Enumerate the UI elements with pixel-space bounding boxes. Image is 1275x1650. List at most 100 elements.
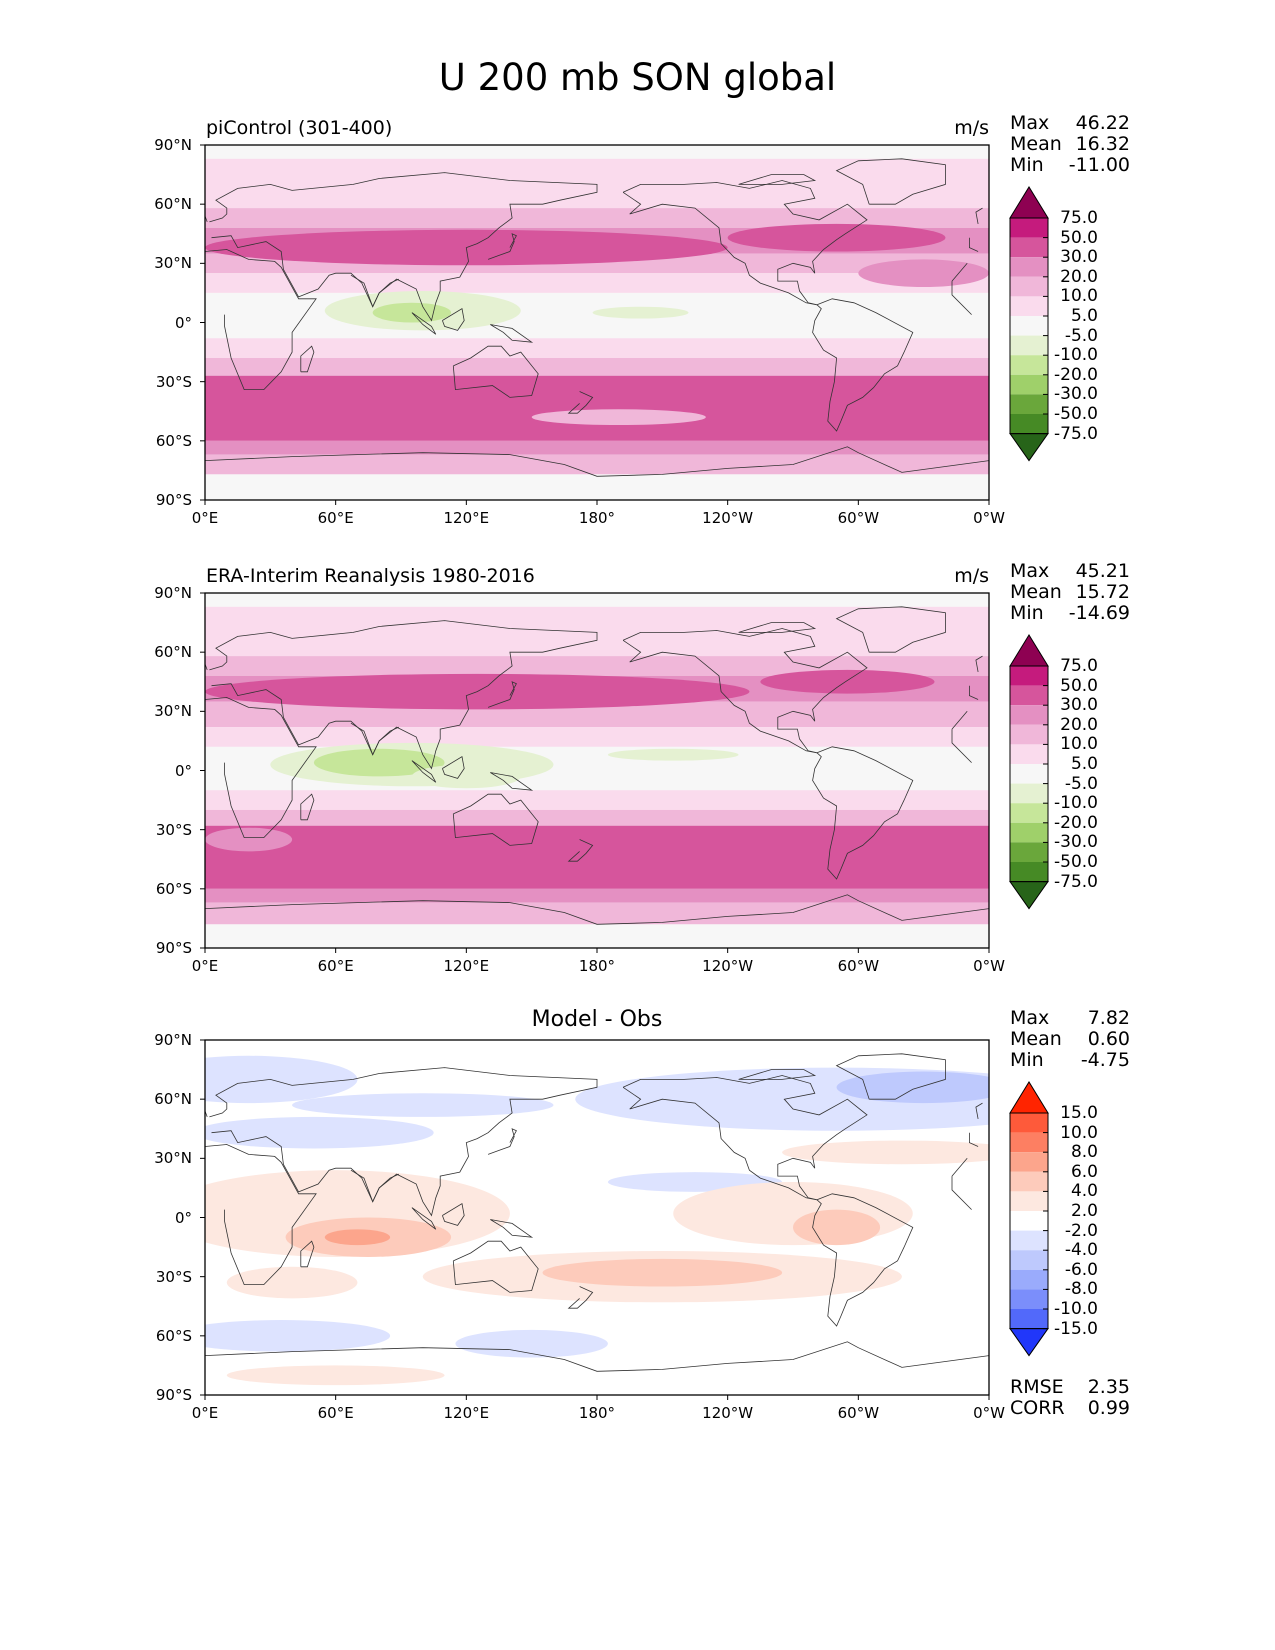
panel-units: m/s [954, 117, 989, 139]
stat-value-rmse: 2.35 [1087, 1376, 1130, 1398]
colorbar-label: 75.0 [1060, 208, 1098, 228]
coastline-antarctica [205, 1341, 989, 1372]
x-tick-label: 120°W [702, 957, 754, 975]
panel-left-title: piControl (301-400) [206, 117, 393, 139]
colorbar-label: 20.0 [1060, 714, 1098, 735]
coastline-borneo [442, 1203, 465, 1226]
coastline-japan [487, 681, 517, 708]
y-tick-label: 90°S [155, 939, 192, 957]
colorbar-label: 50.0 [1060, 675, 1098, 696]
stat-value-min: -11.00 [1068, 154, 1130, 176]
x-tick-label: 120°E [443, 1404, 490, 1422]
stat-value-corr: 0.99 [1087, 1397, 1130, 1419]
colorbar-label: -30.0 [1054, 832, 1098, 853]
colorbar-swatch [1010, 705, 1048, 725]
colorbar-swatch [1010, 394, 1048, 414]
coastline-india [350, 274, 399, 308]
stat-label-max: Max [1010, 560, 1050, 582]
coastline-sumatra [411, 312, 437, 335]
x-tick-label: 60°E [317, 957, 354, 975]
colorbar-swatch [1010, 803, 1048, 823]
colorbar-swatch [1010, 237, 1048, 258]
colorbar-label: -10.0 [1054, 793, 1098, 814]
stat-value-max: 45.21 [1075, 560, 1130, 582]
colorbar [1009, 634, 1049, 910]
coastline-madagascar [300, 793, 315, 821]
colorbar-label: 10.0 [1060, 734, 1098, 755]
y-tick-label: 60°S [155, 431, 192, 450]
colorbar-swatch [1010, 1250, 1048, 1270]
colorbar-extend-max [1009, 186, 1049, 219]
colorbar [1009, 1081, 1049, 1357]
coastline-new-guinea [490, 324, 534, 343]
y-tick-label: 90°N [154, 136, 192, 154]
colorbar-label: 15.0 [1060, 1103, 1098, 1123]
colorbar-label: 50.0 [1060, 227, 1098, 248]
coastlines [205, 1053, 989, 1372]
y-tick-label: 0° [174, 313, 192, 332]
colorbar-swatch [1010, 1309, 1048, 1329]
colorbar-extend-max [1009, 1081, 1049, 1114]
colorbar-label: 30.0 [1060, 695, 1098, 716]
stat-label-min: Min [1010, 154, 1044, 176]
y-tick-label: 30°N [154, 254, 192, 273]
coastline-australia [452, 1240, 539, 1293]
coastline-antarctica [205, 446, 989, 477]
colorbar-label: -2.0 [1064, 1220, 1098, 1241]
stat-value-min: -4.75 [1080, 1049, 1130, 1071]
colorbar-label: 75.0 [1060, 656, 1098, 676]
colorbar-swatch [1010, 1269, 1048, 1290]
y-tick-label: 0° [174, 761, 192, 780]
x-tick-label: 60°E [317, 1404, 354, 1422]
coastline-africa [205, 1144, 972, 1285]
coastline-australia [452, 793, 539, 846]
colorbar-extend-min [1009, 881, 1049, 910]
colorbar-swatch [1010, 764, 1048, 784]
x-tick-label: 0°E [191, 1404, 219, 1422]
colorbar-swatch [1010, 1152, 1048, 1172]
colorbar [1009, 186, 1049, 462]
colorbar-swatch [1010, 1113, 1048, 1133]
y-tick-label: 60°N [154, 1090, 192, 1109]
coastline-madagascar [300, 345, 315, 373]
x-tick-label: 180° [578, 509, 616, 527]
y-tick-label: 30°N [154, 702, 192, 721]
field-test [205, 145, 989, 500]
stat-label-mean: Mean [1010, 1028, 1062, 1050]
y-tick-label: 90°S [155, 491, 192, 509]
x-tick-label: 120°E [443, 509, 490, 527]
stat-value-mean: 16.32 [1075, 133, 1130, 155]
field-reference [205, 593, 989, 948]
coastline-greenland [835, 158, 946, 205]
coastline-india [350, 722, 399, 756]
coastline-sumatra [411, 760, 437, 783]
coastline-arctic-islands [738, 1069, 817, 1080]
stat-label-max: Max [1010, 1007, 1050, 1029]
x-tick-label: 0°W [973, 957, 1005, 975]
colorbar-swatch [1010, 218, 1048, 238]
colorbar-label: -20.0 [1054, 812, 1098, 833]
colorbar-label: -15.0 [1054, 1318, 1098, 1339]
stat-label-min: Min [1010, 1049, 1044, 1071]
colorbar-swatch [1010, 1211, 1048, 1231]
colorbar-label: -5.0 [1064, 325, 1098, 346]
coastline-north-america [622, 180, 868, 306]
colorbar-label: 6.0 [1070, 1161, 1098, 1182]
colorbar-label: 30.0 [1060, 247, 1098, 268]
colorbar-swatch [1010, 1191, 1048, 1211]
coastline-arctic-islands [738, 622, 817, 633]
colorbar-swatch [1010, 822, 1048, 843]
colorbar-extend-max [1009, 634, 1049, 667]
coastline-japan [487, 1128, 517, 1155]
colorbar-label: 2.0 [1070, 1201, 1098, 1221]
colorbar-label: -30.0 [1054, 384, 1098, 405]
coastline-north-america [622, 1075, 868, 1201]
y-tick-label: 30°S [155, 372, 192, 391]
colorbar-swatch [1010, 1289, 1048, 1309]
stat-label-mean: Mean [1010, 581, 1062, 603]
coastline-nz [567, 1286, 594, 1309]
panel-units: m/s [954, 565, 989, 587]
x-tick-label: 180° [578, 1404, 616, 1422]
colorbar-label: -75.0 [1054, 423, 1098, 444]
